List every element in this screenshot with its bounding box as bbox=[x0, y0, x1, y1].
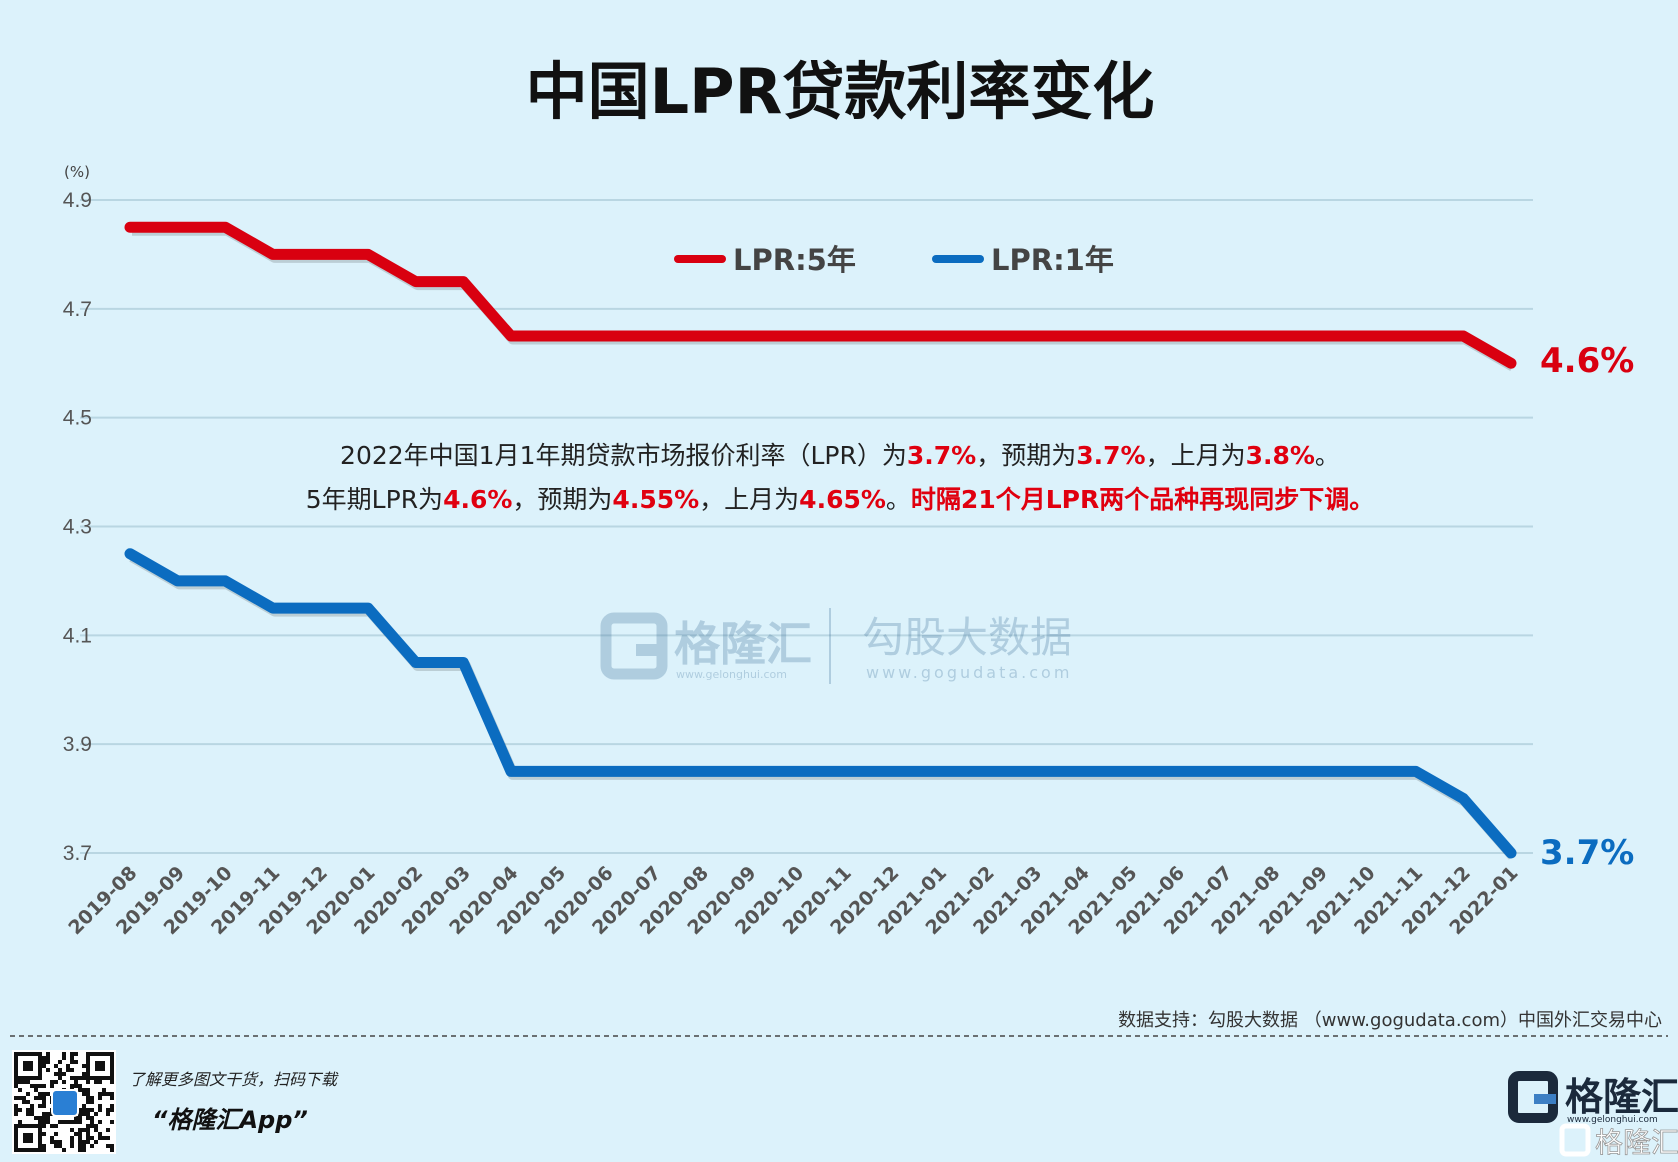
y-tick-label: 4.3 bbox=[63, 516, 92, 539]
app-name[interactable]: “格隆汇App” bbox=[152, 1106, 308, 1134]
annotation-text: ，上月为 bbox=[699, 485, 799, 514]
legend-label-1y: LPR:1年 bbox=[991, 243, 1114, 277]
y-axis: 4.9 4.7 4.5 4.3 4.1 3.9 3.7 bbox=[63, 189, 92, 865]
logo-url: www.gelonghui.com bbox=[1567, 1115, 1658, 1125]
watermark-data-brand: 勾股大数据 bbox=[862, 613, 1072, 662]
annotation-highlight: 3.7% bbox=[1076, 441, 1145, 470]
qr-code-icon[interactable] bbox=[12, 1050, 116, 1154]
logo-watermark: 格隆汇 bbox=[1595, 1126, 1678, 1159]
watermark-brand-url: www.gelonghui.com bbox=[676, 668, 787, 681]
gridlines bbox=[80, 199, 1533, 854]
annotation-text: 2022年中国1月1年期贷款市场报价利率（LPR）为 bbox=[340, 441, 907, 470]
watermark: 格隆汇 www.gelonghui.com 勾股大数据 www.gogudata… bbox=[600, 608, 1072, 684]
y-tick-label: 3.9 bbox=[63, 733, 92, 756]
chart-title: 中国LPR贷款利率变化 bbox=[526, 55, 1155, 128]
y-tick-label: 4.5 bbox=[63, 407, 92, 430]
annotation-line-1: 2022年中国1月1年期贷款市场报价利率（LPR）为3.7%，预期为3.7%，上… bbox=[340, 441, 1340, 470]
gelonghui-logo-icon bbox=[600, 612, 668, 680]
annotation-highlight: 3.7% bbox=[907, 441, 976, 470]
end-label-1y: 3.7% bbox=[1540, 833, 1634, 873]
gelonghui-logo: 格隆汇 www.gelonghui.com 格隆汇 bbox=[1508, 1071, 1678, 1159]
series-line-5y bbox=[124, 221, 1517, 369]
end-label-5y: 4.6% bbox=[1540, 341, 1634, 381]
annotation-highlight: 时隔21个月LPR两个品种再现同步下调。 bbox=[911, 485, 1374, 514]
series-line-1y bbox=[124, 548, 1517, 859]
annotation-text: ，预期为 bbox=[512, 485, 612, 514]
annotation-highlight: 3.8% bbox=[1246, 441, 1315, 470]
logo-text: 格隆汇 bbox=[1565, 1075, 1678, 1119]
y-axis-unit: (%) bbox=[64, 163, 90, 181]
legend: LPR:5年 LPR:1年 bbox=[674, 243, 1114, 277]
annotation-highlight: 4.6% bbox=[443, 485, 512, 514]
annotation-text: 。 bbox=[1315, 441, 1340, 470]
promo-text: 了解更多图文干货，扫码下载 bbox=[129, 1070, 339, 1089]
y-tick-label: 3.7 bbox=[63, 842, 92, 865]
logo-watermark-g-icon bbox=[1559, 1123, 1591, 1157]
source-note: 数据支持：勾股大数据 （www.gogudata.com）中国外汇交易中心 bbox=[1118, 1010, 1662, 1031]
y-tick-label: 4.9 bbox=[63, 189, 92, 212]
annotation-text: ，上月为 bbox=[1146, 441, 1246, 470]
annotation-highlight: 4.55% bbox=[612, 485, 699, 514]
annotation-text: 5年期LPR为 bbox=[306, 485, 443, 514]
y-tick-label: 4.1 bbox=[63, 624, 92, 647]
legend-label-5y: LPR:5年 bbox=[733, 243, 856, 277]
annotation-highlight: 4.65% bbox=[799, 485, 886, 514]
series-lines bbox=[124, 221, 1518, 860]
gelonghui-g-icon bbox=[1508, 1071, 1558, 1123]
annotation-text: 。 bbox=[886, 485, 911, 514]
annotation-line-2: 5年期LPR为4.6%，预期为4.55%，上月为4.65%。时隔21个月LPR两… bbox=[306, 485, 1374, 514]
y-tick-label: 4.7 bbox=[63, 298, 92, 321]
watermark-data-url: www.gogudata.com bbox=[866, 663, 1072, 682]
annotation-text: ，预期为 bbox=[976, 441, 1076, 470]
watermark-brand: 格隆汇 bbox=[674, 617, 812, 671]
